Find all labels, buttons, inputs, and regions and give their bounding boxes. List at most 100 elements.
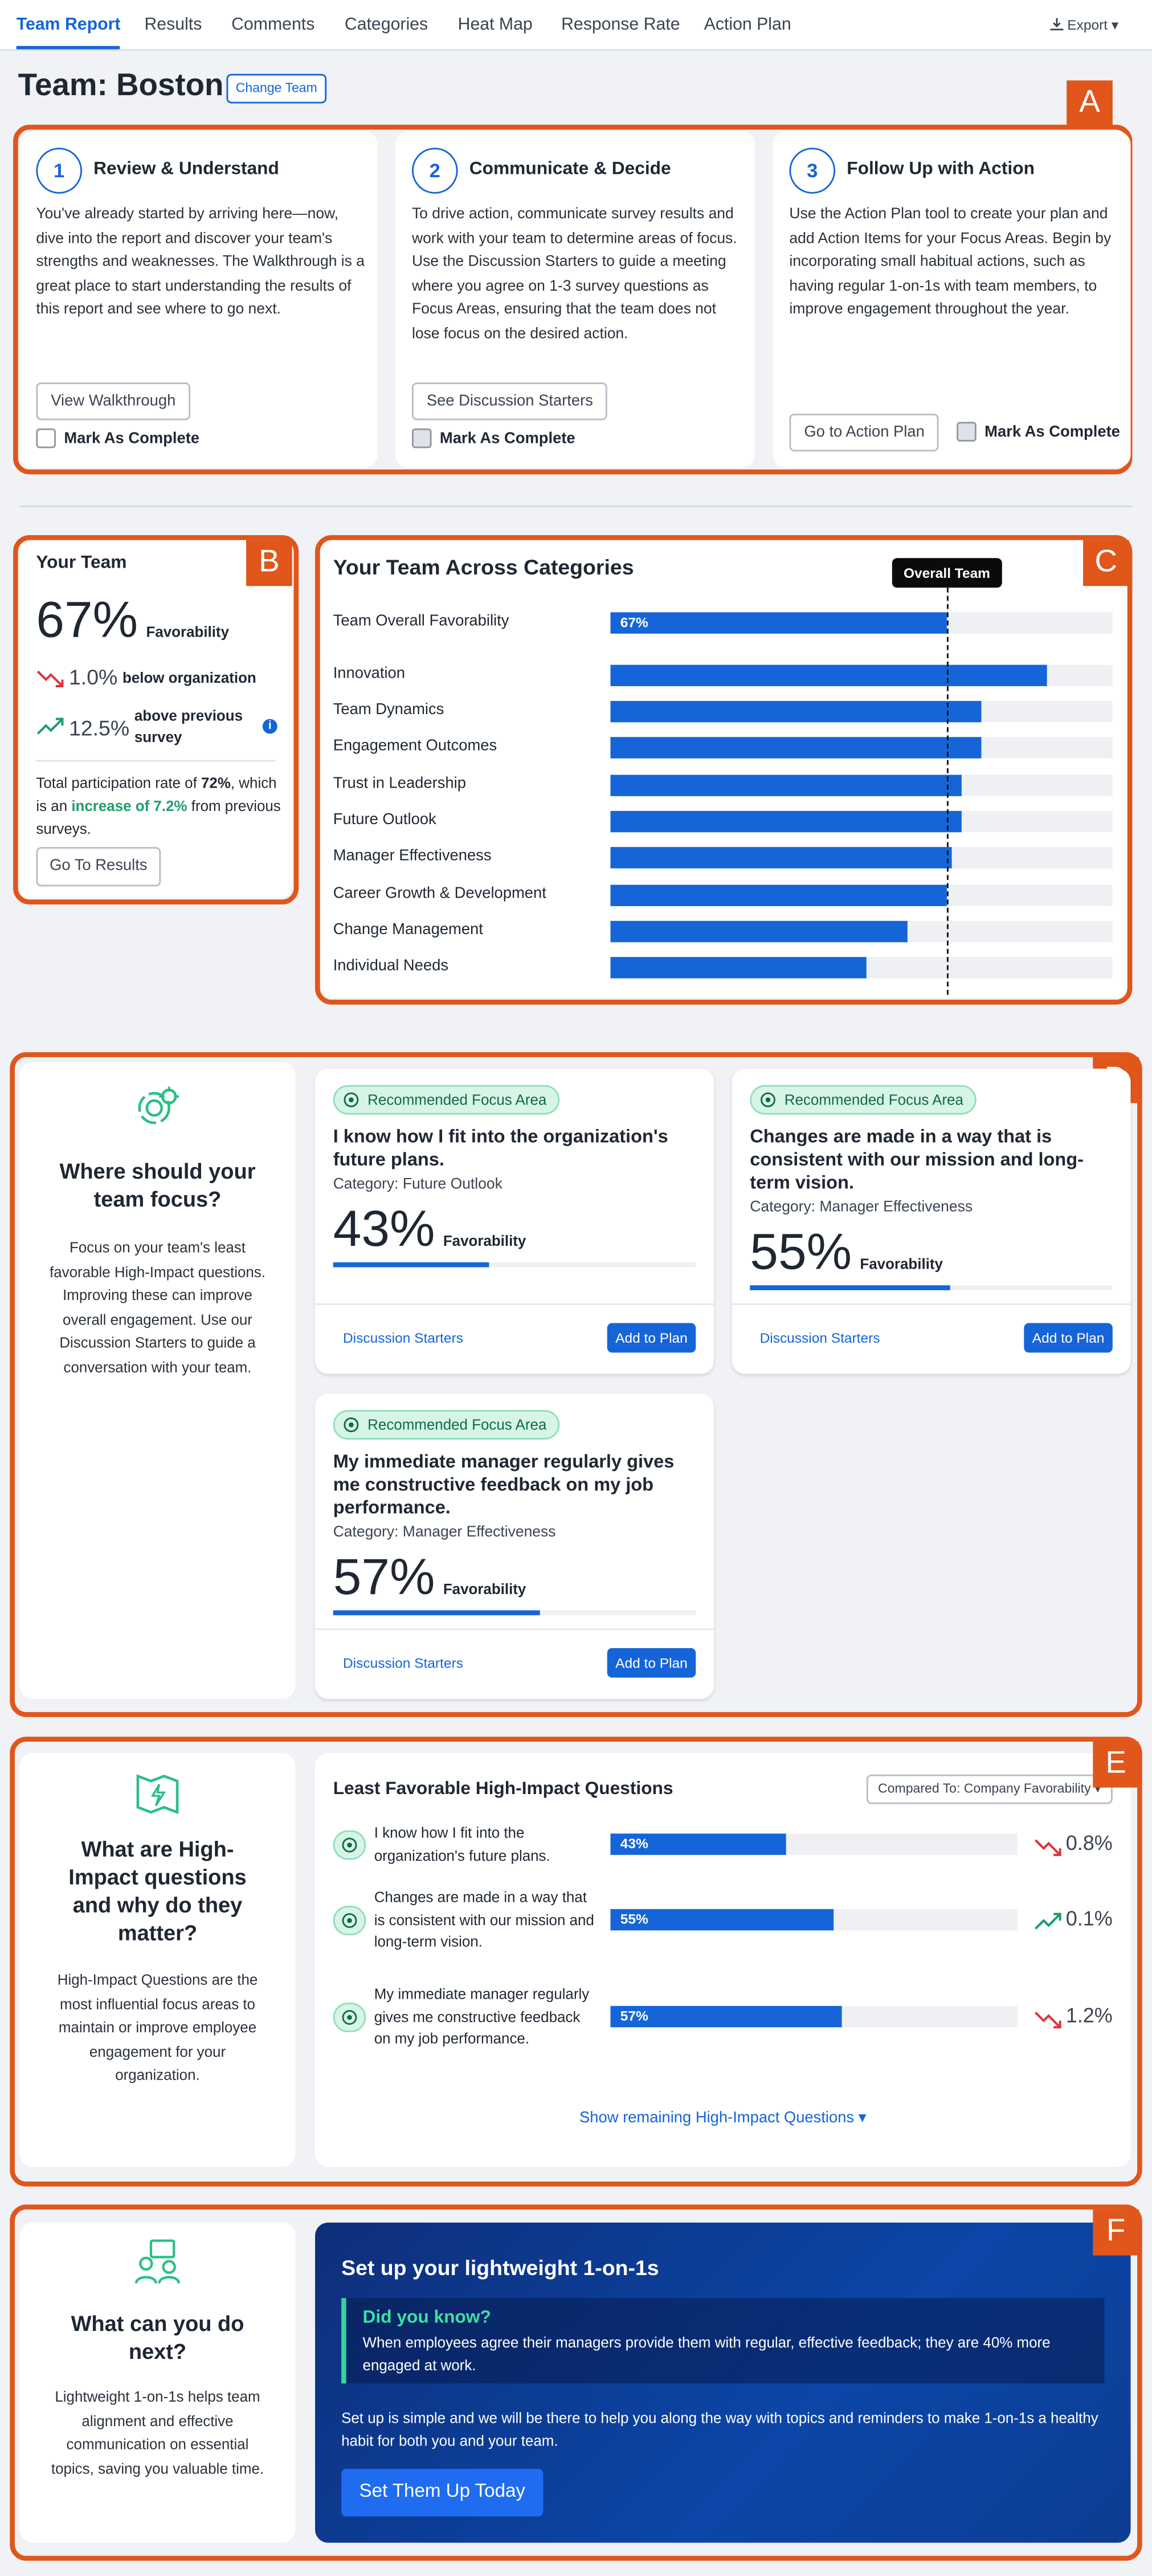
- annotation-tag: E: [1093, 1741, 1139, 1788]
- target-icon: [342, 1913, 357, 1928]
- target-icon: [761, 1092, 775, 1107]
- focus-footer: Discussion Starters Add to Plan: [315, 1628, 714, 1699]
- next-side: What can you do next? Lightweight 1-on-1…: [19, 2222, 296, 2543]
- step-button[interactable]: See Discussion Starters: [411, 382, 608, 421]
- focus-badge: Recommended Focus Area: [333, 1085, 560, 1115]
- change-team-button[interactable]: Change Team: [226, 74, 327, 104]
- vs-previous-value: 12.5%: [68, 715, 130, 740]
- bar-track: [610, 665, 1113, 686]
- high-impact-side: What are High-Impact questions and why d…: [19, 1753, 296, 2167]
- question-text: Changes are made in a way that is consis…: [374, 1889, 594, 1950]
- checkbox[interactable]: [957, 422, 977, 442]
- category-label: Trust in Leadership: [333, 775, 466, 793]
- step-title: Review & Understand: [93, 159, 279, 179]
- question-icon: [333, 2002, 366, 2032]
- step-title: Follow Up with Action: [847, 159, 1035, 179]
- your-team-card: [18, 540, 292, 898]
- compare-dropdown[interactable]: Compared To: Company Favorability ▾: [866, 1774, 1113, 1804]
- overall-marker: Overall Team: [892, 558, 1002, 588]
- discussion-link[interactable]: Discussion Starters: [342, 1654, 463, 1672]
- favorability-label: Favorability: [146, 623, 229, 641]
- annotation-tag: A: [1067, 80, 1113, 127]
- discussion-link[interactable]: Discussion Starters: [759, 1330, 880, 1346]
- step-number: 3: [789, 148, 836, 194]
- nav-tab[interactable]: Action Plan: [704, 14, 791, 35]
- nav-bar: Export ▾ Team Report Results Comments Categ…: [0, 0, 1152, 51]
- step-button[interactable]: View Walkthrough: [36, 382, 191, 421]
- bar-label: 55%: [620, 1910, 648, 1927]
- change-value: 1.2%: [1065, 2004, 1113, 2028]
- participation-part: increase of 7.2%: [71, 797, 187, 814]
- results-button[interactable]: Go To Results: [36, 847, 161, 887]
- bar: [610, 810, 962, 833]
- step-number: 1: [36, 148, 83, 194]
- people-icon: [134, 2239, 181, 2284]
- vs-org-label: below organization: [122, 669, 256, 686]
- focus-content: Recommended Focus Area My immediate manag…: [333, 1410, 696, 1616]
- category-label: Engagement Outcomes: [333, 737, 497, 755]
- bar: 43%: [610, 1833, 786, 1855]
- high-impact-side-text: High-Impact Questions are the most influ…: [57, 1971, 258, 2084]
- tip-title: Did you know?: [362, 2308, 491, 2328]
- nav-tab[interactable]: Categories: [344, 14, 428, 35]
- bar: 67%: [610, 612, 947, 634]
- mark-complete-label: Mark As Complete: [439, 429, 575, 447]
- nav-tab[interactable]: Team Report: [16, 0, 121, 50]
- focus-badge: Recommended Focus Area: [750, 1085, 977, 1115]
- mark-complete-label: Mark As Complete: [984, 422, 1120, 441]
- focus-value-row: 57% Favorability: [333, 1549, 696, 1605]
- bar: [610, 885, 947, 906]
- mark-complete[interactable]: Mark As Complete: [957, 422, 1120, 442]
- focus-badge-label: Recommended Focus Area: [367, 1416, 547, 1433]
- bar: 55%: [610, 1909, 835, 1931]
- bar-track: [610, 920, 1113, 943]
- bar: 57%: [610, 2006, 843, 2028]
- discussion-link[interactable]: Discussion Starters: [342, 1330, 463, 1346]
- info-icon[interactable]: i: [262, 719, 277, 734]
- step-text: To drive action, communicate survey resu…: [411, 205, 737, 342]
- add-plan-button[interactable]: Add to Plan: [607, 1648, 696, 1678]
- question-icon: [333, 1830, 366, 1860]
- trend-up-icon: [36, 718, 64, 735]
- trend-down-icon: [1035, 2011, 1061, 2029]
- focus-bar: [333, 1262, 489, 1267]
- bar: [610, 665, 1048, 686]
- category-label: Career Growth & Development: [333, 885, 546, 903]
- add-plan-button[interactable]: Add to Plan: [607, 1323, 696, 1353]
- annotation-tag: C: [1082, 540, 1129, 586]
- focus-content: Recommended Focus Area Changes are made i…: [750, 1085, 1113, 1290]
- focus-category: Category: Manager Effectiveness: [750, 1198, 973, 1215]
- add-plan-button[interactable]: Add to Plan: [1024, 1323, 1113, 1353]
- mark-complete-label: Mark As Complete: [64, 429, 200, 447]
- nav-tab[interactable]: Results: [144, 14, 202, 35]
- step-card: 2 Communicate & Decide To drive action, co…: [395, 131, 755, 468]
- mark-complete[interactable]: Mark As Complete: [36, 428, 200, 449]
- show-more-link[interactable]: Show remaining High-Impact Questions ▾: [579, 2109, 867, 2127]
- next-banner: Set up your lightweight 1-on-1s Did you …: [315, 2222, 1131, 2543]
- checkbox[interactable]: [411, 428, 432, 449]
- focus-card: Recommended Focus Area I know how I fit i…: [315, 1069, 714, 1374]
- checkbox[interactable]: [36, 428, 56, 449]
- step-number: 2: [411, 148, 458, 194]
- category-label: Manager Effectiveness: [333, 847, 492, 865]
- step-button[interactable]: Go to Action Plan: [789, 413, 939, 452]
- focus-side-text: Focus on your team's least favorable Hig…: [49, 1239, 265, 1375]
- target-icon: [342, 1837, 357, 1853]
- category-label: Future Outlook: [333, 810, 436, 829]
- annotation-tag: B: [246, 540, 292, 586]
- change-value: 0.1%: [1065, 1907, 1113, 1931]
- nav-tab[interactable]: Heat Map: [457, 14, 533, 35]
- nav-tab[interactable]: Comments: [231, 14, 315, 35]
- bar-track: 55%: [610, 1909, 1018, 1931]
- step-text: You've already started by arriving here—…: [36, 205, 365, 317]
- trend-down-icon: [36, 670, 64, 687]
- setup-button[interactable]: Set Them Up Today: [341, 2468, 544, 2517]
- focus-metric: Favorability: [443, 1580, 526, 1597]
- high-impact-side-title: What are High-Impact questions and why d…: [68, 1837, 247, 1946]
- export-menu[interactable]: Export ▾: [1050, 0, 1118, 49]
- category-label: Team Dynamics: [333, 700, 444, 719]
- nav-tab[interactable]: Response Rate: [561, 14, 680, 35]
- mark-complete[interactable]: Mark As Complete: [411, 428, 575, 449]
- target-icon: [344, 1417, 359, 1433]
